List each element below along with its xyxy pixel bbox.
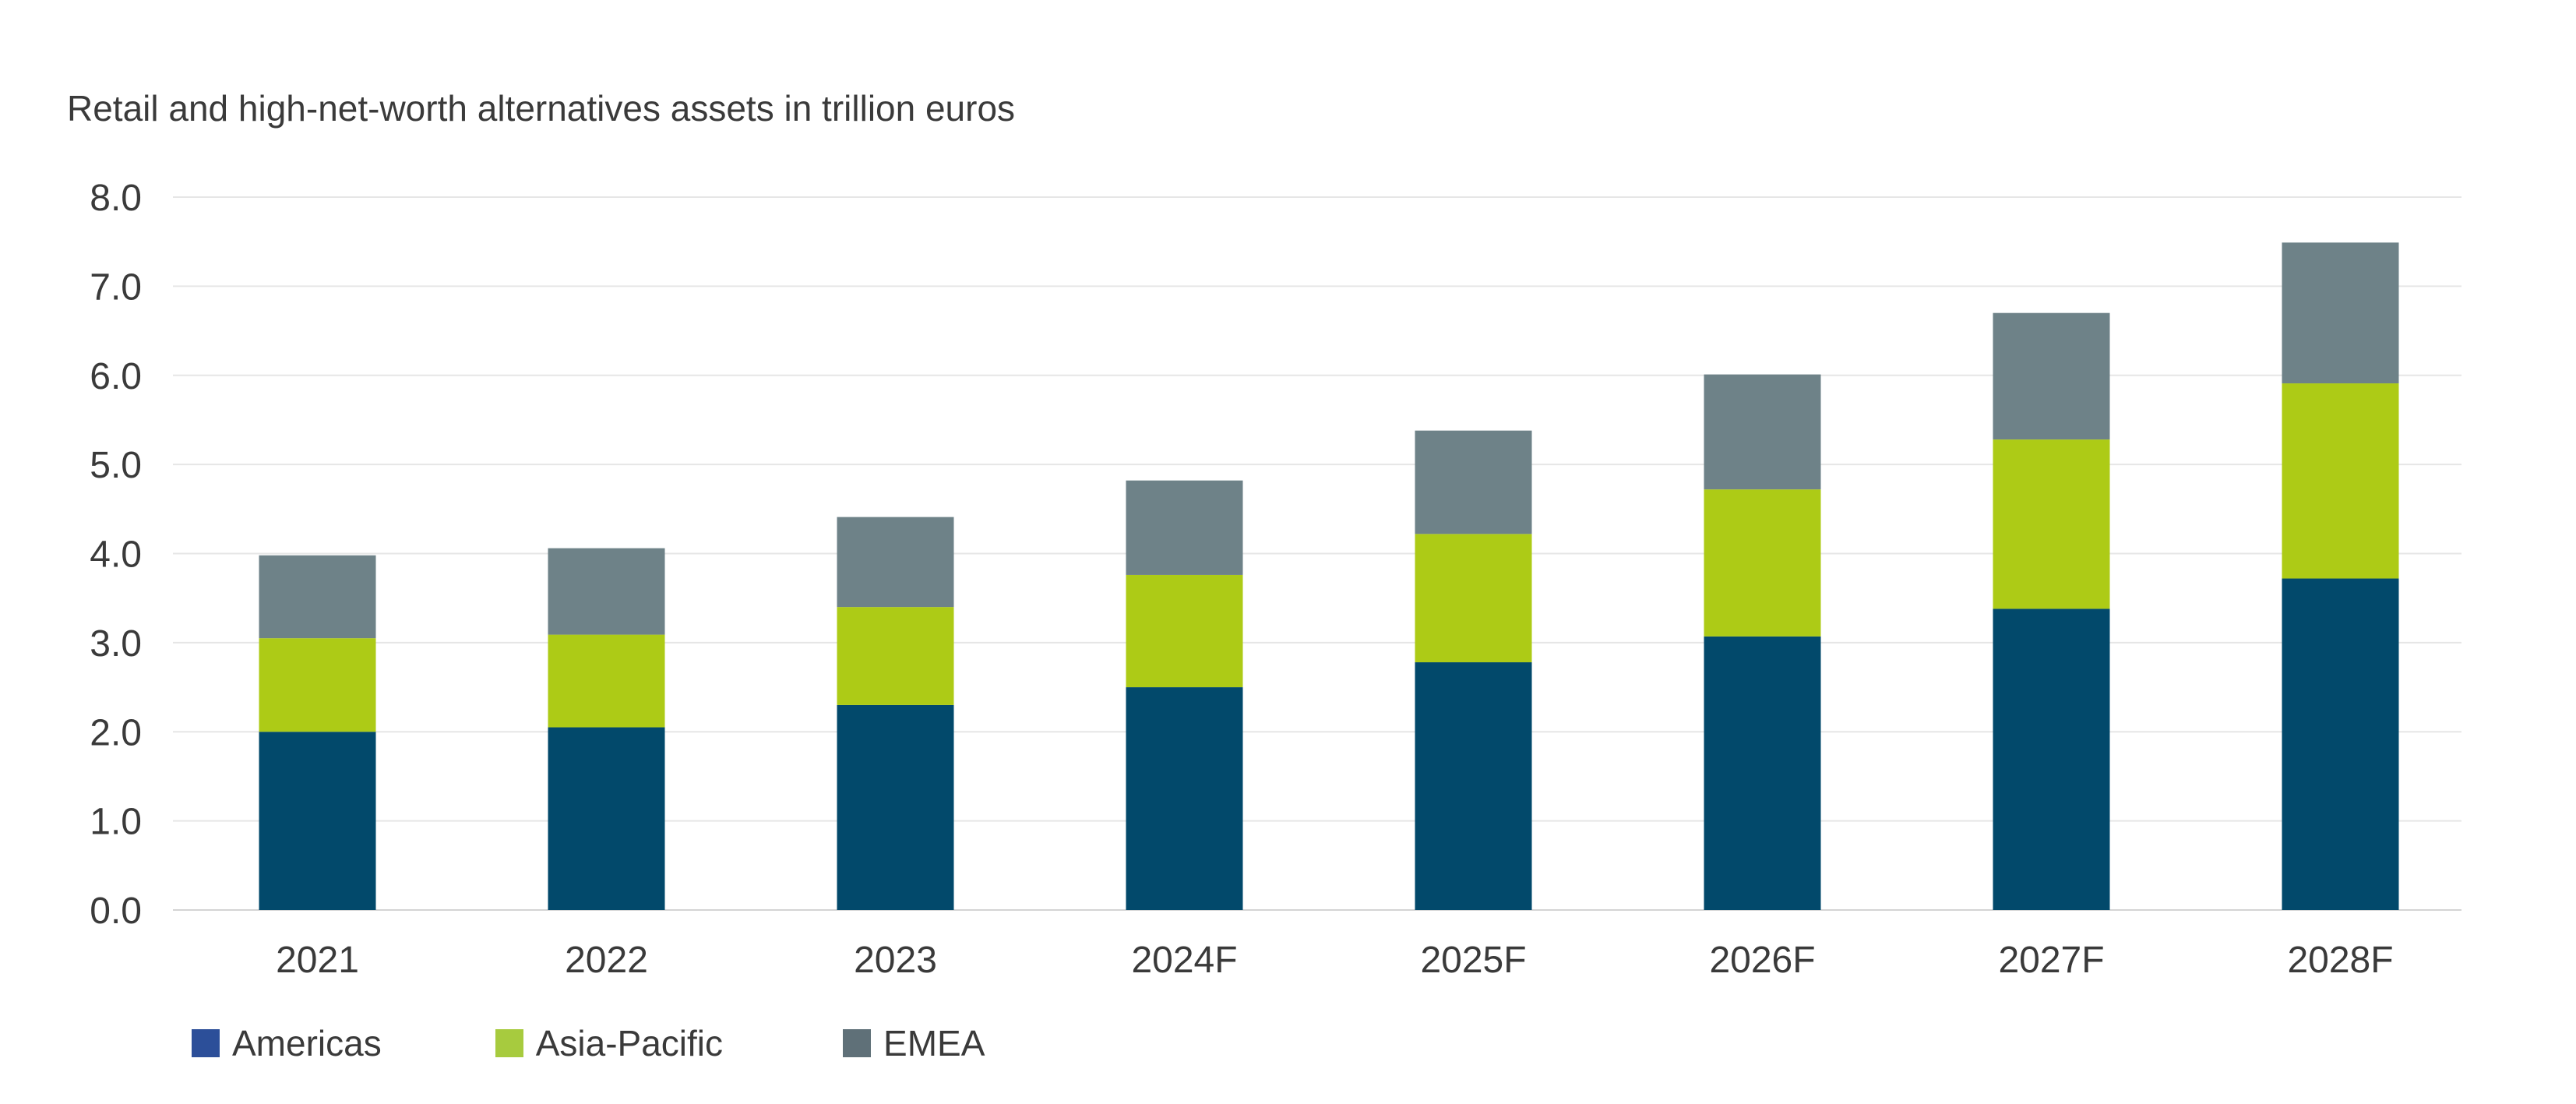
bar-asia-pacific xyxy=(1993,439,2110,609)
y-tick-label: 5.0 xyxy=(90,445,142,486)
legend-item-emea: EMEA xyxy=(843,1022,985,1064)
bar-americas xyxy=(259,732,376,910)
legend-swatch-americas xyxy=(192,1029,220,1057)
bar-americas xyxy=(1126,687,1243,910)
bar-emea xyxy=(1126,480,1243,575)
bar-emea xyxy=(548,548,665,635)
x-tick-label: 2022 xyxy=(565,940,648,981)
bars xyxy=(259,242,2399,910)
legend-label-americas: Americas xyxy=(232,1023,382,1063)
bar-asia-pacific xyxy=(548,634,665,728)
legend-swatch-asia-pacific xyxy=(495,1029,523,1057)
y-tick-label: 4.0 xyxy=(90,534,142,576)
x-tick-label: 2027F xyxy=(1998,940,2104,981)
x-axis-tick-labels: 2021 2022 2023 2024F 2025F 2026F 2027F 2028F xyxy=(276,940,2393,981)
bar-emea xyxy=(1704,374,1821,490)
bar-americas xyxy=(1704,636,1821,910)
bar-emea xyxy=(2282,242,2399,384)
legend-label-asia-pacific: Asia-Pacific xyxy=(535,1023,724,1063)
bar-americas xyxy=(1415,662,1532,910)
x-tick-label: 2026F xyxy=(1709,940,1815,981)
bar-asia-pacific xyxy=(1126,574,1243,688)
bar-americas xyxy=(1993,608,2110,910)
y-tick-label: 7.0 xyxy=(90,266,142,308)
legend-label-emea: EMEA xyxy=(883,1023,985,1063)
y-tick-label: 3.0 xyxy=(90,623,142,665)
legend-swatch-emea xyxy=(843,1029,872,1057)
chart-title: Retail and high-net-worth alternatives a… xyxy=(67,88,1016,129)
bar-asia-pacific xyxy=(259,638,376,732)
bar-americas xyxy=(548,727,665,910)
gridlines xyxy=(173,196,2461,911)
legend-item-americas: Americas xyxy=(192,1022,382,1064)
bar-asia-pacific xyxy=(1415,534,1532,663)
y-tick-label: 8.0 xyxy=(90,178,142,219)
bar-emea xyxy=(1993,312,2110,440)
bar-americas xyxy=(2282,578,2399,910)
y-tick-label: 2.0 xyxy=(90,712,142,753)
bar-asia-pacific xyxy=(1704,489,1821,637)
legend: Americas Asia-Pacific EMEA xyxy=(192,1022,985,1064)
x-tick-label: 2025F xyxy=(1420,940,1526,981)
bar-emea xyxy=(837,517,954,608)
x-tick-label: 2021 xyxy=(276,940,359,981)
bar-emea xyxy=(1415,430,1532,534)
x-tick-label: 2023 xyxy=(854,940,937,981)
x-tick-label: 2028F xyxy=(2287,940,2393,981)
legend-item-asia-pacific: Asia-Pacific xyxy=(495,1022,723,1064)
y-axis-tick-labels: 0.0 1.0 2.0 3.0 4.0 5.0 6.0 7.0 8.0 xyxy=(90,178,142,932)
x-tick-label: 2024F xyxy=(1131,940,1237,981)
bar-asia-pacific xyxy=(837,607,954,705)
bar-americas xyxy=(837,704,954,910)
y-tick-label: 0.0 xyxy=(90,891,142,932)
y-tick-label: 6.0 xyxy=(90,356,142,397)
bar-asia-pacific xyxy=(2282,383,2399,579)
bar-emea xyxy=(259,555,376,639)
y-tick-label: 1.0 xyxy=(90,802,142,843)
